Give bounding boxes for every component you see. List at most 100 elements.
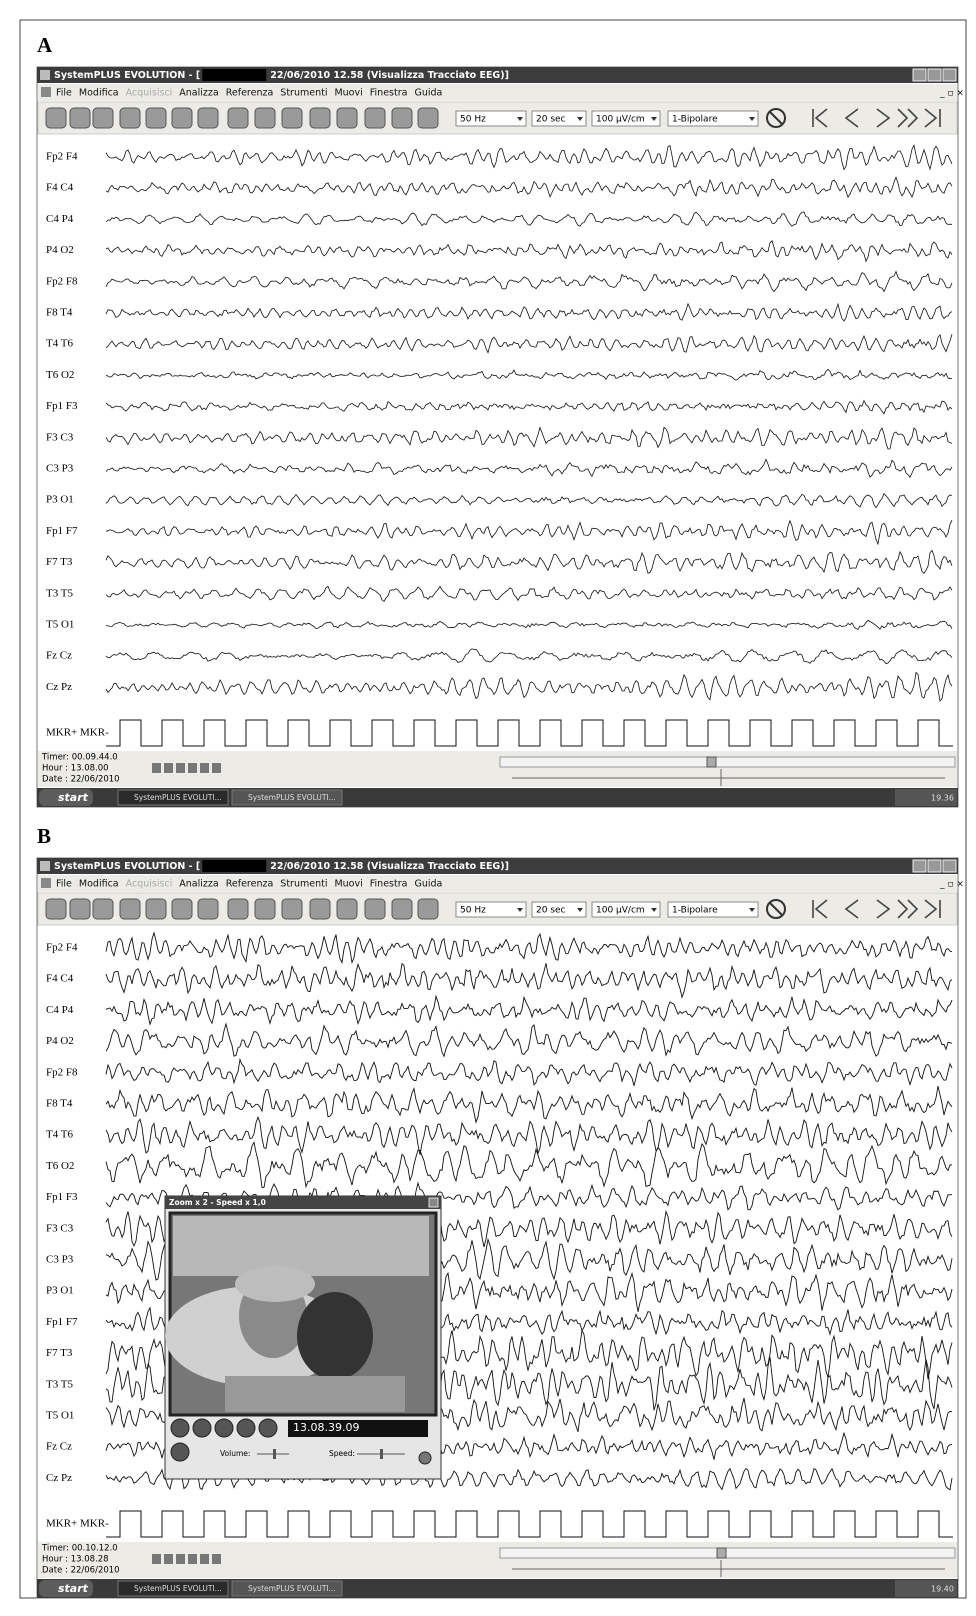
nav-arrow[interactable]	[897, 108, 919, 128]
menu-item[interactable]: File	[56, 88, 72, 99]
toolbar-icon[interactable]	[336, 898, 358, 920]
menu-item[interactable]: Guida	[414, 879, 442, 890]
nav-arrow[interactable]	[844, 108, 859, 128]
menu-item[interactable]: Guida	[414, 88, 442, 99]
toolbar-icon[interactable]	[336, 107, 358, 129]
stop-icon[interactable]	[766, 899, 786, 919]
nav-arrow[interactable]	[924, 108, 941, 128]
status-icon[interactable]	[212, 1554, 221, 1564]
start-button[interactable]	[39, 789, 93, 806]
stop-icon[interactable]	[766, 108, 786, 128]
toolbar-icon[interactable]	[45, 107, 67, 129]
nav-arrow[interactable]	[924, 899, 941, 919]
nav-arrow[interactable]	[812, 899, 828, 919]
menu-item[interactable]: Modifica	[79, 879, 119, 890]
menu-item[interactable]: File	[56, 879, 72, 890]
window-button[interactable]	[927, 859, 942, 873]
dropdown[interactable]	[591, 901, 661, 918]
nav-arrow[interactable]	[876, 108, 891, 128]
dropdown[interactable]	[667, 901, 759, 918]
toolbar-icon[interactable]	[69, 898, 91, 920]
toolbar-icon[interactable]	[45, 898, 67, 920]
menu-item[interactable]: Finestra	[370, 879, 408, 890]
video-close[interactable]	[428, 1197, 439, 1208]
menu-item[interactable]: Modifica	[79, 88, 119, 99]
toolbar-icon[interactable]	[391, 107, 413, 129]
menu-item[interactable]: Analizza	[179, 879, 218, 890]
status-icon[interactable]	[212, 763, 221, 773]
video-button[interactable]	[192, 1418, 212, 1438]
dropdown[interactable]	[531, 110, 587, 127]
toolbar-icon[interactable]	[69, 107, 91, 129]
menu-item[interactable]: Analizza	[179, 88, 218, 99]
nav-arrow[interactable]	[812, 108, 828, 128]
video-button[interactable]	[258, 1418, 278, 1438]
taskbar-item[interactable]	[231, 789, 343, 806]
menu-item[interactable]: Strumenti	[280, 879, 327, 890]
toolbar-icon[interactable]	[309, 898, 331, 920]
taskbar-item[interactable]	[117, 1580, 229, 1597]
dropdown[interactable]	[455, 901, 527, 918]
toolbar-icon[interactable]	[119, 898, 141, 920]
toolbar-icon[interactable]	[364, 107, 386, 129]
menu-item[interactable]: Muovi	[334, 88, 362, 99]
toolbar-icon[interactable]	[254, 898, 276, 920]
toolbar-icon[interactable]	[92, 898, 114, 920]
dropdown[interactable]	[455, 110, 527, 127]
menu-item[interactable]: Finestra	[370, 88, 408, 99]
dropdown[interactable]	[531, 901, 587, 918]
toolbar-icon[interactable]	[171, 898, 193, 920]
toolbar-icon[interactable]	[197, 107, 219, 129]
menu-item[interactable]: Acquisisci	[126, 879, 173, 890]
video-button[interactable]	[236, 1418, 256, 1438]
menu-item[interactable]: Referenza	[226, 88, 274, 99]
toolbar-icon[interactable]	[227, 898, 249, 920]
scrollbar[interactable]	[499, 756, 956, 768]
toolbar-icon[interactable]	[254, 107, 276, 129]
toolbar-icon[interactable]	[281, 107, 303, 129]
menu-item[interactable]: Referenza	[226, 879, 274, 890]
status-icon[interactable]	[164, 1554, 173, 1564]
speed-thumb[interactable]	[380, 1449, 383, 1459]
toolbar-icon[interactable]	[391, 898, 413, 920]
volume-thumb[interactable]	[273, 1449, 276, 1459]
scrollbar[interactable]	[499, 1547, 956, 1559]
toolbar-icon[interactable]	[197, 898, 219, 920]
status-icon[interactable]	[176, 1554, 185, 1564]
scroll-thumb[interactable]	[716, 1547, 727, 1559]
nav-arrow[interactable]	[897, 899, 919, 919]
taskbar-item[interactable]	[231, 1580, 343, 1597]
toolbar-icon[interactable]	[309, 107, 331, 129]
window-button[interactable]	[927, 68, 942, 82]
toolbar-icon[interactable]	[227, 107, 249, 129]
nav-arrow[interactable]	[876, 899, 891, 919]
window-button[interactable]	[942, 859, 957, 873]
toolbar-icon[interactable]	[417, 898, 439, 920]
dropdown[interactable]	[667, 110, 759, 127]
video-play[interactable]	[170, 1442, 190, 1462]
toolbar-icon[interactable]	[281, 898, 303, 920]
toolbar-icon[interactable]	[119, 107, 141, 129]
status-icon[interactable]	[152, 1554, 161, 1564]
video-button[interactable]	[170, 1418, 190, 1438]
start-button[interactable]	[39, 1580, 93, 1597]
dropdown[interactable]	[591, 110, 661, 127]
window-button[interactable]	[912, 859, 927, 873]
video-settings[interactable]	[418, 1451, 432, 1465]
toolbar-icon[interactable]	[145, 107, 167, 129]
status-icon[interactable]	[152, 763, 161, 773]
menu-item[interactable]: Strumenti	[280, 88, 327, 99]
status-icon[interactable]	[188, 763, 197, 773]
video-button[interactable]	[214, 1418, 234, 1438]
scroll-thumb[interactable]	[706, 756, 717, 768]
menu-item[interactable]: Acquisisci	[126, 88, 173, 99]
status-icon[interactable]	[164, 763, 173, 773]
taskbar-item[interactable]	[117, 789, 229, 806]
status-icon[interactable]	[200, 1554, 209, 1564]
toolbar-icon[interactable]	[417, 107, 439, 129]
menu-item[interactable]: Muovi	[334, 879, 362, 890]
toolbar-icon[interactable]	[171, 107, 193, 129]
toolbar-icon[interactable]	[145, 898, 167, 920]
toolbar-icon[interactable]	[364, 898, 386, 920]
toolbar-icon[interactable]	[92, 107, 114, 129]
